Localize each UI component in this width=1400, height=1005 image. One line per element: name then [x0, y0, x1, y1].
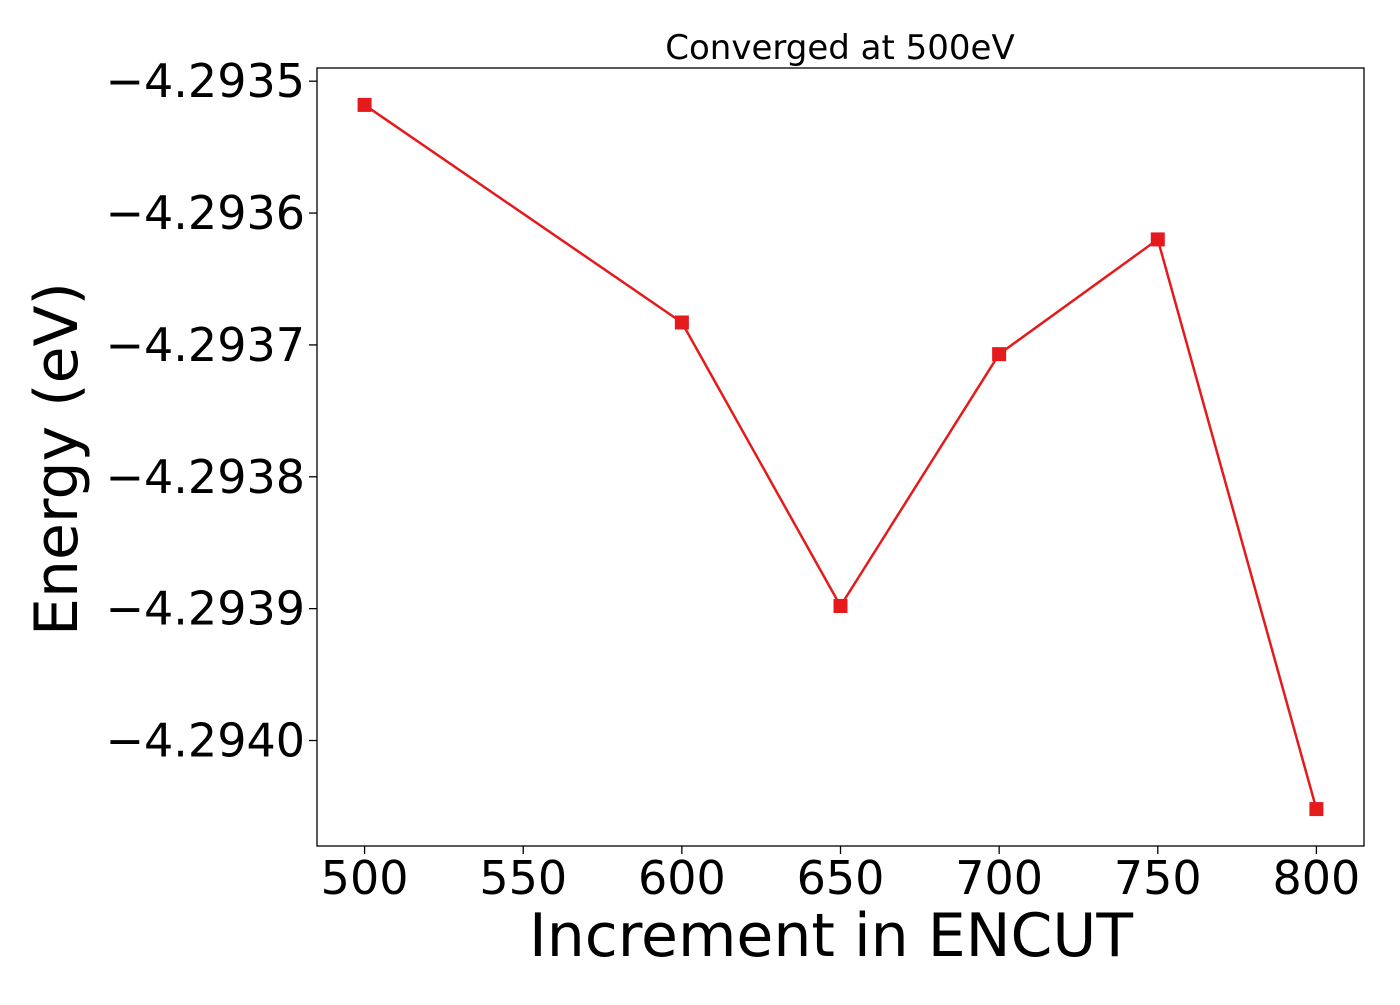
x-tick-label: 600 — [638, 851, 726, 905]
x-tick-label: 500 — [321, 851, 409, 905]
x-tick-label: 800 — [1273, 851, 1361, 905]
data-point-marker — [357, 97, 372, 112]
y-tick-label: −4.2937 — [106, 318, 306, 372]
energy-series-line — [363, 103, 1318, 810]
y-tick-label: −4.2939 — [106, 582, 306, 636]
data-point-marker — [1150, 232, 1165, 247]
x-axis-title: Increment in ENCUT — [529, 901, 1133, 971]
x-tick-label: 700 — [955, 851, 1043, 905]
y-axis-title: Energy (eV) — [22, 282, 92, 636]
data-point-marker — [1309, 802, 1324, 817]
x-tick-label: 750 — [1114, 851, 1202, 905]
x-tick-label: 550 — [479, 851, 567, 905]
data-point-marker — [674, 315, 689, 330]
x-tick-label: 650 — [797, 851, 885, 905]
y-tick-label: −4.2938 — [106, 450, 306, 504]
x-axis-ticks: 500 550 600 650 700 750 800 — [321, 846, 1361, 905]
data-point-marker — [992, 347, 1007, 362]
y-tick-label: −4.2936 — [106, 186, 306, 240]
data-point-marker — [833, 599, 848, 614]
series-layer — [357, 97, 1324, 817]
y-tick-label: −4.2935 — [106, 54, 306, 108]
y-tick-label: −4.2940 — [106, 714, 306, 768]
plot-area-frame — [316, 67, 1365, 847]
y-axis-ticks: −4.2935 −4.2936 −4.2937 −4.2938 −4.2939 −4.29… — [106, 54, 317, 768]
chart-title: Converged at 500eV — [665, 28, 1014, 68]
